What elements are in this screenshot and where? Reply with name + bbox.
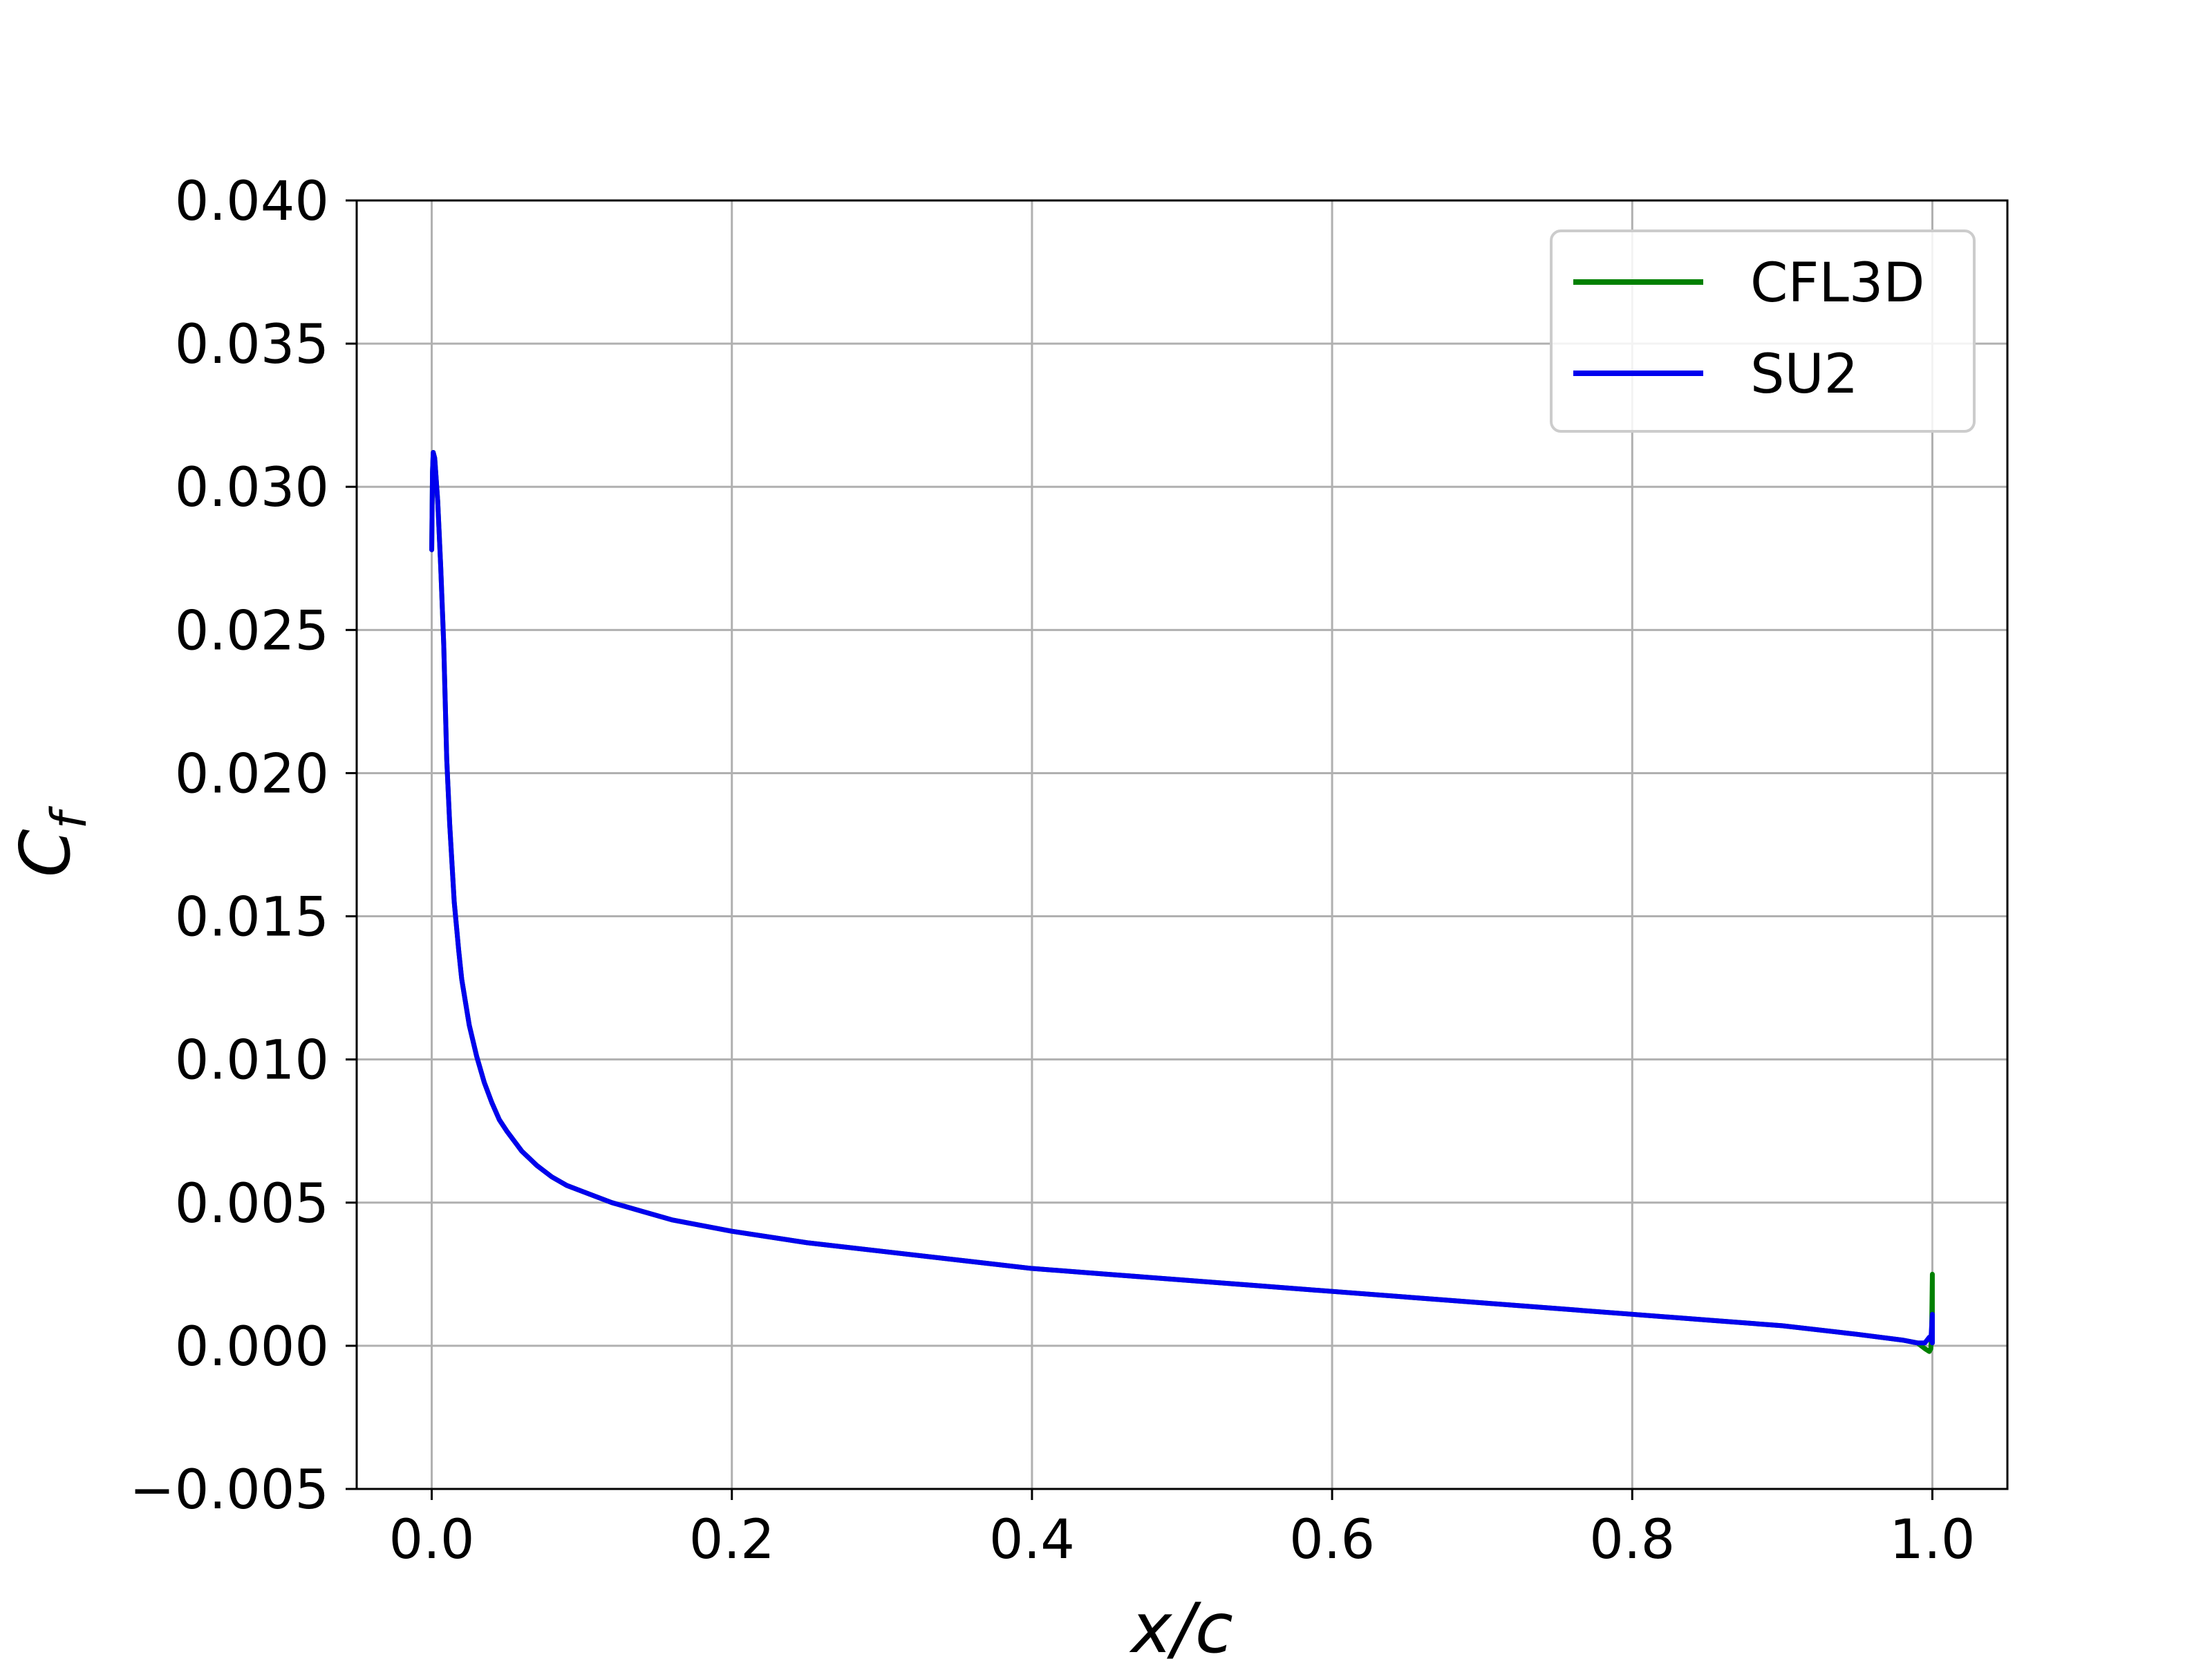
- x-axis-title: x/c: [1129, 1588, 1233, 1659]
- x-tick-label: 0.2: [689, 1509, 775, 1571]
- x-tick-label: 0.6: [1289, 1509, 1375, 1571]
- axis-ticks: 0.0 0.2 0.4 0.6 0.8 1.0 −0.005 0.000 0.005 0.010 0…: [129, 171, 1975, 1571]
- legend: CFL3D SU2: [1550, 229, 1976, 433]
- y-tick-label: 0.010: [175, 1030, 329, 1092]
- y-tick-label: 0.025: [175, 600, 329, 662]
- y-tick-label: 0.030: [175, 457, 329, 519]
- x-tick-label: 1.0: [1889, 1509, 1975, 1571]
- x-tick-label: 0.4: [989, 1509, 1075, 1571]
- y-tick-label: 0.035: [175, 314, 329, 376]
- series-lines: [429, 450, 1935, 1354]
- x-tick-label: 0.8: [1589, 1509, 1675, 1571]
- y-tick-label: 0.000: [175, 1316, 329, 1378]
- legend-label-cfl3d: CFL3D: [1750, 252, 1924, 315]
- plot-frame: [355, 199, 2009, 1490]
- y-tick-label: −0.005: [129, 1459, 329, 1521]
- y-tick-label: 0.005: [175, 1173, 329, 1235]
- y-axis-title-main: C: [5, 829, 86, 877]
- series-line-su2: [429, 450, 1935, 1346]
- y-tick-label: 0.040: [175, 171, 329, 233]
- y-tick-label: 0.020: [175, 743, 329, 805]
- y-tick-label: 0.015: [175, 887, 329, 949]
- x-tick-label: 0.0: [389, 1509, 475, 1571]
- legend-label-su2: SU2: [1750, 344, 1858, 406]
